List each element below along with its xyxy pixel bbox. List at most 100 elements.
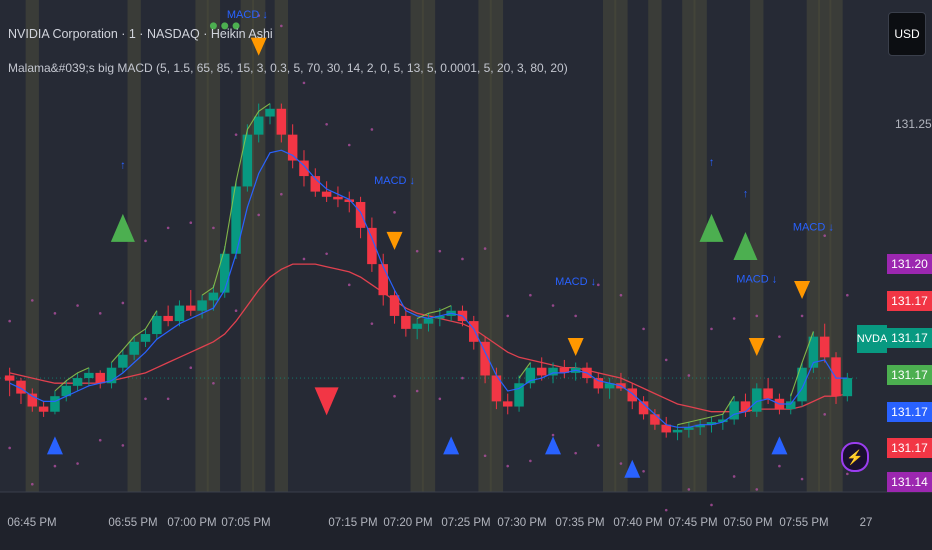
indicator-dot	[280, 24, 283, 28]
indicator-dot	[144, 239, 147, 243]
indicator-dot	[732, 317, 736, 320]
indicator-dot	[800, 477, 804, 481]
buy-signal-marker	[545, 436, 562, 455]
candle-body	[819, 336, 830, 358]
session-highlight-column	[750, 0, 764, 492]
trend-line-segment	[111, 310, 158, 363]
session-highlight-column	[614, 0, 628, 492]
candle-body	[61, 385, 72, 397]
indicator-dot	[710, 503, 713, 507]
candle-body	[797, 367, 807, 402]
candle-body	[95, 372, 105, 384]
time-axis-label: 07:20 PM	[383, 517, 432, 529]
time-axis-label: 07:50 PM	[723, 517, 772, 529]
indicator-dot	[778, 335, 781, 338]
candle-body	[208, 292, 219, 301]
sell-signal-marker	[567, 337, 584, 356]
candle-body	[242, 134, 253, 187]
session-highlight-column	[693, 0, 707, 492]
trend-line-segment	[54, 367, 90, 392]
trend-line-segment	[518, 362, 531, 379]
candle-body	[661, 424, 671, 433]
indicator-dot	[551, 433, 555, 437]
session-highlight-column	[829, 0, 843, 492]
candle-body	[38, 406, 49, 412]
indicator-legend[interactable]: Malama&#039;s big MACD (5, 1.5, 65, 85, …	[8, 61, 568, 75]
candle-body	[684, 427, 694, 430]
indicator-dot	[98, 312, 102, 315]
signal-dot	[232, 22, 240, 30]
candle-body	[548, 367, 558, 376]
indicator-dot	[347, 143, 351, 147]
price-tag: 131.17	[887, 291, 932, 311]
indicator-dot	[483, 247, 487, 250]
time-axis-label: 07:40 PM	[613, 517, 662, 529]
indicator-dot	[31, 482, 34, 486]
candle-body	[831, 357, 841, 397]
macd-annotation-label: MACD ↓	[227, 9, 268, 21]
time-axis-label: 07:30 PM	[497, 517, 546, 529]
candle-body	[219, 253, 230, 293]
candle-body	[378, 264, 388, 296]
indicator-dot	[529, 459, 532, 463]
indicator-dot	[415, 389, 419, 393]
candle-body	[129, 341, 139, 355]
macd-annotation-label: MACD ↓	[736, 273, 777, 285]
time-axis-label: 07:45 PM	[668, 517, 717, 529]
indicator-dot	[98, 438, 102, 442]
indicator-dot	[280, 192, 283, 196]
lightning-icon[interactable]: ⚡	[841, 442, 869, 472]
sell-signal-marker	[386, 231, 403, 250]
indicator-dot	[778, 464, 781, 468]
candle-body	[401, 315, 411, 329]
indicator-dot	[8, 446, 11, 450]
session-highlight-column	[410, 0, 424, 492]
candle-body	[310, 176, 321, 192]
candle-body	[72, 378, 83, 386]
indicator-dot	[393, 211, 396, 214]
indicator-dot	[800, 314, 804, 318]
candle-body	[231, 186, 241, 254]
indicator-dot	[189, 221, 193, 224]
time-axis-background	[0, 492, 932, 550]
candle-body	[355, 201, 366, 228]
candle-body	[197, 300, 207, 311]
indicator-dot	[31, 299, 34, 302]
session-highlight-column	[25, 0, 39, 492]
indicator-dot	[438, 249, 442, 253]
indicator-dot	[212, 226, 215, 230]
candle-body	[502, 401, 513, 407]
price-tag: 131.17	[887, 328, 932, 348]
candle-body	[106, 367, 117, 384]
signal-dot	[209, 22, 217, 30]
trend-line-segment	[201, 103, 271, 296]
indicator-dot	[257, 213, 261, 217]
session-highlight-column	[648, 0, 662, 492]
indicator-dot	[710, 327, 713, 331]
candle-body	[718, 419, 728, 423]
indicator-dot	[551, 304, 555, 307]
indicator-dot	[8, 319, 11, 323]
currency-button[interactable]: USD	[888, 12, 926, 56]
candle-body	[435, 315, 445, 319]
candle-body	[265, 108, 275, 117]
indicator-dot	[121, 301, 125, 305]
indicator-dot	[574, 314, 577, 318]
indicator-dot	[687, 488, 691, 491]
fast-moving-average-line	[9, 149, 848, 428]
candle-body	[604, 383, 615, 389]
indicator-dot	[529, 293, 532, 297]
time-axis-label: 07:35 PM	[555, 517, 604, 529]
symbol-tag: NVDA	[857, 325, 887, 353]
macd-annotation-label: MACD ↓	[374, 175, 415, 187]
indicator-dot	[846, 293, 849, 297]
sell-signal-marker	[314, 387, 339, 416]
macd-annotation-label: ↑	[120, 159, 126, 171]
candle-body	[344, 199, 355, 202]
buy-signal-marker	[624, 459, 641, 478]
indicator-dot	[732, 475, 736, 478]
candle-body	[253, 116, 264, 135]
indicator-dot	[212, 381, 215, 385]
